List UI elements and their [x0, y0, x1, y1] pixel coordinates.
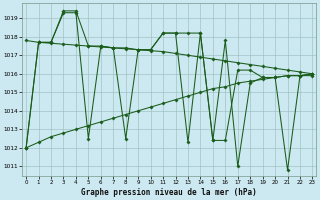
X-axis label: Graphe pression niveau de la mer (hPa): Graphe pression niveau de la mer (hPa) [81, 188, 257, 197]
